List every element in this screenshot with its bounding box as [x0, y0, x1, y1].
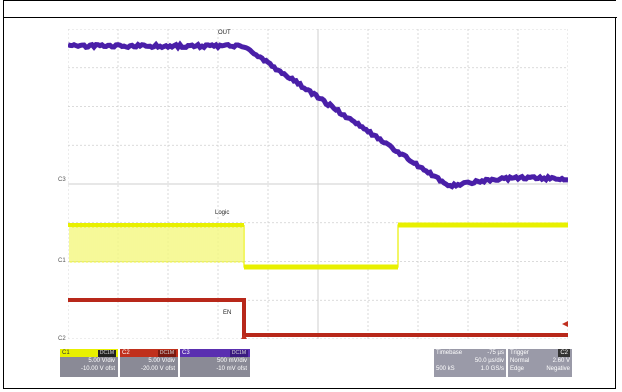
graticule [68, 29, 568, 339]
timebase-rate: 1.0 GS/s [481, 365, 504, 373]
trigger-mode: Normal [510, 357, 529, 365]
timebase-samples: 500 kS [436, 365, 455, 373]
c3-coupling: DC1M [230, 350, 248, 357]
c1-scale: 5.00 V/div [60, 357, 118, 365]
timebase-per-div: 50.0 µs/div [475, 357, 504, 365]
oscilloscope-screen: OUT Logic EN C3 C1 C2 [56, 26, 572, 346]
scope-grid [68, 29, 568, 339]
c3-id: C3 [182, 349, 190, 357]
out-label: OUT [218, 30, 231, 36]
trigger-level-marker [562, 321, 568, 327]
c1-info-box[interactable]: C1 DC1M 5.00 V/div -10.00 V ofst [60, 349, 118, 377]
c2-id: C2 [122, 349, 130, 357]
trigger-type: Edge [510, 365, 524, 373]
trigger-channel: C2 [558, 349, 570, 357]
c2-coupling: DC1M [158, 350, 176, 357]
trigger-label: Trigger [510, 349, 529, 357]
c1-offset: -10.00 V ofst [60, 365, 118, 373]
c3-info-box[interactable]: C3 DC1M 500 mV/div -10 mV ofst [180, 349, 250, 377]
trigger-level: 2.60 V [553, 357, 570, 365]
en-label: EN [223, 310, 231, 316]
timebase-label: Timebase [436, 349, 462, 357]
c2-offset: -20.00 V ofst [120, 365, 178, 373]
c3-marker: C3 [58, 177, 66, 183]
c3-scale: 500 mV/div [180, 357, 250, 365]
scope-status-bar: C1 DC1M 5.00 V/div -10.00 V ofst C2 DC1M… [60, 349, 572, 377]
c2-marker: C2 [58, 336, 66, 342]
c2-scale: 5.00 V/div [120, 357, 178, 365]
logic-label: Logic [215, 210, 229, 216]
c1-id: C1 [62, 349, 70, 357]
c1-marker: C1 [58, 258, 66, 264]
timebase-value: -75 µs [487, 349, 504, 357]
c1-coupling: DC1M [98, 350, 116, 357]
timebase-box[interactable]: Timebase -75 µs 50.0 µs/div 500 kS 1.0 GS/… [434, 349, 506, 377]
top-strip [4, 1, 617, 18]
trigger-box[interactable]: Trigger C2 Normal 2.60 V Edge Negative [508, 349, 572, 377]
c2-info-box[interactable]: C2 DC1M 5.00 V/div -20.00 V ofst [120, 349, 178, 377]
c3-offset: -10 mV ofst [180, 365, 250, 373]
trigger-slope: Negative [546, 365, 570, 373]
